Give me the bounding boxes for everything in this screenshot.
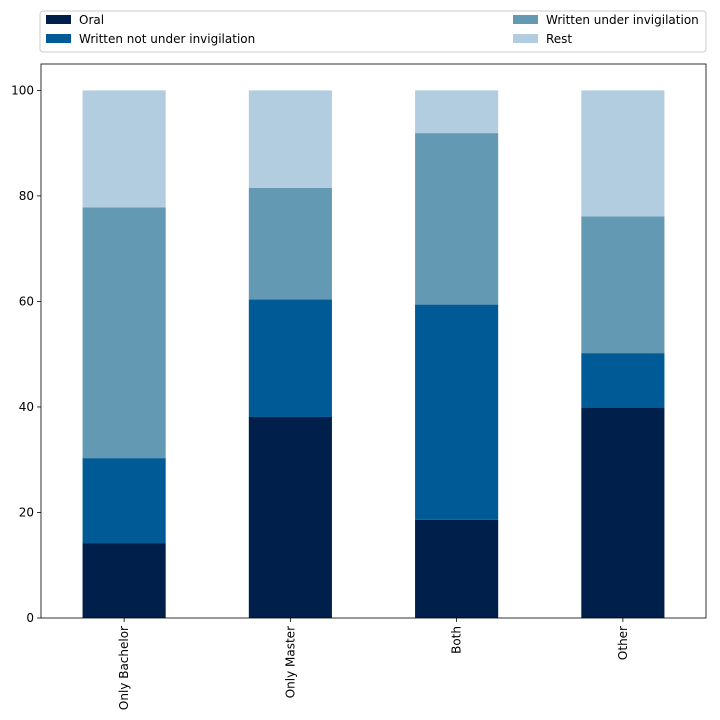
bar-only-bachelor-rest	[82, 90, 166, 208]
axes-layer: 0 20 40 60 80 100 Only Bachelor Only Master Both…	[11, 63, 707, 710]
bar-both-rest	[415, 90, 499, 134]
bar-both-written-not-under-invigilation	[415, 304, 499, 520]
legend-label-rest: Rest	[546, 32, 572, 46]
y-tick-label-60: 60	[19, 294, 34, 308]
bar-other-oral	[581, 408, 665, 618]
legend-box	[39, 10, 707, 53]
bar-only-bachelor-written-not-under-invigilation	[82, 458, 166, 544]
y-tick-label-80: 80	[19, 189, 34, 203]
legend-label-written-not-under-invigilation: Written not under invigilation	[79, 32, 255, 46]
y-tick-label-40: 40	[19, 400, 34, 414]
x-tick-label-only-master: Only Master	[283, 626, 297, 698]
y-tick-label-100: 100	[11, 83, 34, 97]
legend-swatch-rest	[513, 34, 538, 43]
legend-swatch-written-under-invigilation	[513, 15, 538, 24]
legend-label-oral: Oral	[79, 13, 104, 27]
y-tick-label-0: 0	[26, 611, 34, 625]
x-tick-label-other: Other	[616, 626, 630, 660]
legend-swatch-oral	[46, 15, 71, 24]
y-tick-label-20: 20	[19, 505, 34, 519]
bars-layer	[82, 90, 665, 618]
bar-other-written-under-invigilation	[581, 216, 665, 354]
bar-only-bachelor-oral	[82, 543, 166, 618]
plot-frame	[40, 63, 707, 619]
bar-only-master-rest	[248, 90, 332, 188]
bar-other-written-not-under-invigilation	[581, 353, 665, 409]
legend: Oral Written not under invigilation Writte…	[39, 10, 707, 53]
bar-only-master-written-under-invigilation	[248, 187, 332, 300]
bar-only-bachelor-written-under-invigilation	[82, 207, 166, 459]
bar-both-oral	[415, 519, 499, 618]
bar-only-master-written-not-under-invigilation	[248, 299, 332, 417]
bar-only-master-oral	[248, 416, 332, 618]
legend-swatch-written-not-under-invigilation	[46, 34, 71, 43]
bar-both-written-under-invigilation	[415, 133, 499, 305]
legend-label-written-under-invigilation: Written under invigilation	[546, 13, 699, 27]
x-tick-label-only-bachelor: Only Bachelor	[117, 626, 131, 710]
bar-other-rest	[581, 90, 665, 217]
x-tick-label-both: Both	[450, 626, 464, 654]
